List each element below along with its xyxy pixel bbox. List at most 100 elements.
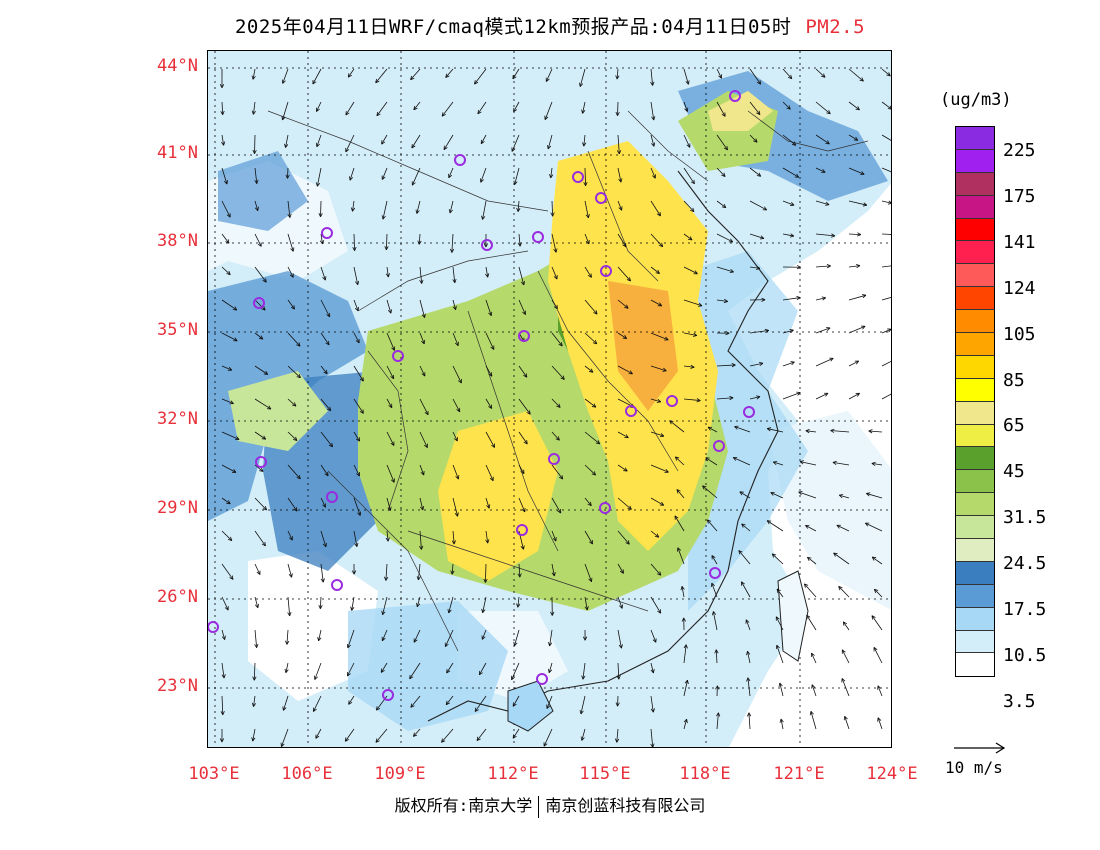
station-marker <box>600 265 612 277</box>
wind-arrow <box>732 456 751 466</box>
wind-arrow <box>803 583 817 598</box>
lat-label-29: 29°N <box>157 498 198 518</box>
wind-arrow <box>650 167 656 179</box>
wind-arrow <box>771 553 784 565</box>
wind-arrow <box>676 489 685 499</box>
colorbar-swatch <box>956 493 994 517</box>
wind-arrow <box>353 332 360 344</box>
wind-arrow <box>782 101 791 110</box>
wind-arrow <box>551 431 560 441</box>
wind-arrow <box>741 523 751 532</box>
wind-arrow <box>348 695 355 705</box>
wind-arrow <box>838 494 850 499</box>
wind-arrow <box>320 266 327 281</box>
wind-arrow <box>749 233 765 240</box>
wind-arrow <box>584 431 601 445</box>
wind-arrow <box>544 101 553 120</box>
wind-arrow <box>584 563 593 583</box>
wind-arrow <box>581 662 586 680</box>
wind-arrow <box>419 497 425 511</box>
station-marker <box>709 567 721 579</box>
colorbar-label: 105 <box>1003 324 1036 345</box>
wind-arrow <box>221 563 234 580</box>
lat-label-38: 38°N <box>157 231 198 251</box>
lat-label-23: 23°N <box>157 676 198 696</box>
lon-label-106: 106°E <box>281 764 333 784</box>
station-marker <box>516 524 528 536</box>
wind-arrow <box>452 497 459 517</box>
wind-arrow <box>221 233 230 244</box>
wind-arrow <box>252 662 257 681</box>
wind-arrow <box>318 200 323 217</box>
wind-arrow <box>441 728 454 743</box>
wind-arrow <box>881 233 891 235</box>
wind-arrow <box>381 629 388 642</box>
wind-arrow <box>381 596 388 616</box>
wind-arrow <box>312 695 322 712</box>
wind-arrow <box>710 582 718 598</box>
wind-arrow <box>716 712 721 730</box>
wind-arrow <box>350 596 355 611</box>
station-marker <box>532 231 544 243</box>
wind-arrow <box>815 134 830 145</box>
wind-arrow <box>806 614 817 631</box>
wind-arrow <box>512 68 520 80</box>
wind-arrow <box>419 332 425 345</box>
wind-arrow <box>315 728 322 739</box>
wind-arrow <box>452 365 462 384</box>
colorbar-swatch <box>956 401 994 425</box>
lon-label-124: 124°E <box>866 764 918 784</box>
colorbar-label: 65 <box>1003 415 1025 436</box>
wind-arrow <box>485 530 490 544</box>
wind-arrow <box>221 398 234 405</box>
wind-arrow <box>770 491 784 499</box>
wind-arrow <box>683 167 695 185</box>
wind-arrow <box>740 581 751 598</box>
wind-arrow <box>584 365 594 373</box>
wind-arrow <box>282 695 289 711</box>
wind-arrow <box>349 167 355 181</box>
wind-arrow <box>485 266 490 278</box>
wind-arrow <box>320 563 325 583</box>
wind-arrow <box>513 629 520 647</box>
wind-arrow <box>881 393 891 400</box>
wind-arrow <box>551 464 564 480</box>
colorbar-label: 10.5 <box>1003 645 1047 666</box>
colorbar-swatch <box>956 378 994 402</box>
wind-arrow <box>551 398 561 408</box>
map-canvas <box>208 51 891 747</box>
wind-arrow <box>385 266 390 278</box>
wind-arrow <box>683 299 703 307</box>
wind-arrow <box>833 552 850 565</box>
wind-arrow <box>386 299 392 314</box>
wind-arrow <box>485 299 493 317</box>
wind-arrow <box>582 134 587 147</box>
wind-arrow <box>683 200 695 213</box>
station-marker <box>625 405 637 417</box>
station-marker <box>326 491 338 503</box>
wind-arrow <box>683 68 690 85</box>
wind-arrow <box>447 596 454 614</box>
wind-arrow <box>776 588 784 598</box>
wind-arrow <box>254 299 266 311</box>
wind-arrow <box>772 461 784 466</box>
wind-arrow <box>674 456 685 466</box>
orange-shandong <box>608 281 678 411</box>
wind-arrow <box>617 365 633 375</box>
colorbar-label: 141 <box>1003 232 1036 253</box>
wind-arrow <box>614 728 620 743</box>
wind-arrow <box>419 431 428 448</box>
lat-label-44: 44°N <box>157 56 198 76</box>
wind-arrow <box>314 662 322 680</box>
wind-arrow <box>285 167 290 179</box>
wind-arrow <box>877 717 883 730</box>
wind-arrow <box>287 464 301 480</box>
wind-arrow <box>419 266 424 284</box>
colorbar-swatch <box>956 172 994 196</box>
colorbar-swatch <box>956 470 994 494</box>
wind-arrow <box>251 68 256 80</box>
wind-arrow <box>650 563 662 576</box>
wind-arrow <box>320 530 327 548</box>
wind-arrow <box>251 101 256 115</box>
wind-arrow <box>452 464 460 480</box>
